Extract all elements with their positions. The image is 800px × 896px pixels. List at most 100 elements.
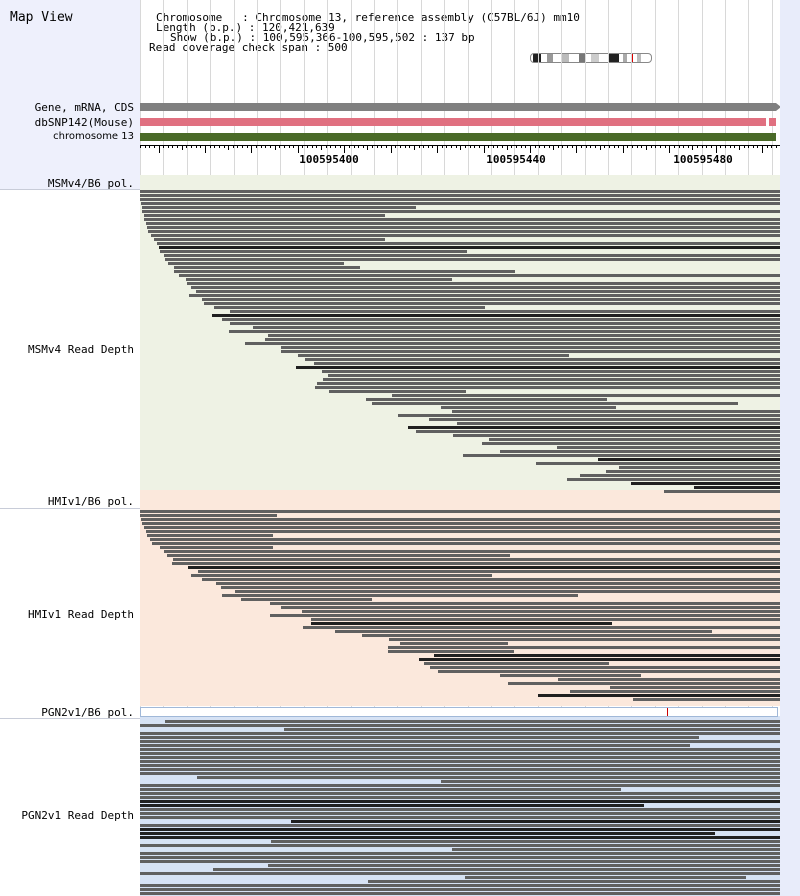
read-bar: [441, 780, 800, 783]
ruler-tick: [163, 145, 164, 148]
ruler-tick: [637, 145, 638, 148]
ruler-tick: [465, 145, 466, 148]
read-bar: [424, 662, 609, 665]
ruler-tick: [586, 145, 587, 148]
chromosome-info: Chromosome : Chromosome 13, reference as…: [156, 11, 580, 24]
ruler-tick: [562, 145, 563, 148]
gene-track-bar[interactable]: [140, 103, 776, 111]
ruler-tick: [683, 145, 684, 148]
ruler-tick: [688, 145, 689, 148]
read-bar: [441, 406, 616, 409]
read-bar: [157, 242, 800, 245]
read-bar: [172, 562, 800, 565]
ruler-tick: [293, 145, 294, 148]
read-bar: [268, 334, 800, 337]
msmv4-depth-label: MSMv4 Read Depth: [28, 343, 134, 356]
read-bar: [140, 812, 800, 815]
read-bar: [366, 398, 607, 401]
read-bar: [457, 422, 800, 425]
ruler-tick: [553, 145, 554, 150]
read-bar: [168, 262, 344, 265]
ruler-tick: [558, 145, 559, 148]
ruler-tick: [539, 145, 540, 148]
ruler-tick: [242, 145, 243, 148]
ruler-tick: [748, 145, 749, 148]
read-bar: [140, 852, 800, 855]
read-bar: [164, 550, 800, 553]
ruler-tick: [525, 145, 526, 148]
ruler-tick: [706, 145, 707, 148]
ruler-tick: [655, 145, 656, 148]
chromosome-ideogram[interactable]: [530, 53, 652, 63]
gene-track-label: Gene, mRNA, CDS: [34, 101, 134, 114]
read-bar: [146, 222, 800, 225]
pgn2v1-pol-label: PGN2v1/B6 pol.: [41, 706, 134, 719]
ruler-tick: [307, 145, 308, 148]
ruler-tick: [391, 145, 392, 153]
read-bar: [633, 698, 800, 701]
pgn2v1-depth-label: PGN2v1 Read Depth: [21, 809, 134, 822]
ruler-tick: [154, 145, 155, 148]
read-bar: [281, 606, 800, 609]
read-bar: [140, 788, 621, 791]
ruler-tick: [256, 145, 257, 148]
read-bar: [204, 302, 800, 305]
ruler-tick: [739, 145, 740, 150]
read-bar: [235, 590, 800, 593]
ruler-tick: [409, 145, 410, 148]
read-bar: [164, 254, 800, 257]
read-bar: [388, 646, 800, 649]
read-bar: [150, 538, 800, 541]
ruler-tick: [692, 145, 693, 150]
ruler-label-1: 100595400: [299, 153, 359, 166]
ruler-label-2: 100595440: [486, 153, 546, 166]
read-bar: [230, 322, 800, 325]
read-bar: [140, 856, 800, 859]
ruler-tick: [316, 145, 317, 148]
read-bar: [140, 796, 800, 799]
read-bar: [230, 310, 800, 313]
ruler-tick: [609, 145, 610, 148]
chromosome-track-bar[interactable]: [140, 133, 776, 141]
dbsnp-track-bar[interactable]: [140, 118, 776, 126]
read-bar: [140, 744, 690, 747]
divider-2: [0, 508, 140, 509]
read-bar: [389, 638, 800, 641]
read-bar: [398, 414, 800, 417]
read-bar: [664, 490, 800, 493]
ruler-tick: [251, 145, 252, 153]
ruler-tick: [456, 145, 457, 148]
ruler-tick: [604, 145, 605, 148]
ruler-tick: [428, 145, 429, 148]
hmiv1-pol-label: HMIv1/B6 pol.: [47, 495, 134, 508]
read-bar: [173, 558, 800, 561]
ruler-tick: [210, 145, 211, 148]
ruler-tick: [669, 145, 670, 153]
ruler-tick: [191, 145, 192, 148]
divider-1: [0, 189, 140, 190]
ruler-tick: [261, 145, 262, 148]
read-bar: [567, 478, 800, 481]
read-bar: [368, 880, 800, 883]
ruler-tick: [196, 145, 197, 148]
read-bar: [245, 342, 800, 345]
ruler-tick: [372, 145, 373, 148]
ruler-tick: [423, 145, 424, 148]
gene-track-arrow: [776, 103, 781, 111]
ruler-tick: [600, 145, 601, 150]
read-bar: [186, 278, 452, 281]
read-bar: [140, 198, 800, 201]
ruler-tick: [767, 145, 768, 148]
msmv4-pol-label: MSMv4/B6 pol.: [47, 177, 134, 190]
ruler-tick: [395, 145, 396, 148]
read-bar: [141, 202, 800, 205]
ruler-tick: [521, 145, 522, 148]
ruler-tick: [330, 145, 331, 148]
read-bar: [221, 586, 800, 589]
ruler-tick: [581, 145, 582, 148]
ruler-tick: [484, 145, 485, 153]
read-bar: [140, 514, 277, 517]
read-bar: [452, 848, 800, 851]
ruler-tick: [419, 145, 420, 148]
read-bar: [694, 486, 800, 489]
